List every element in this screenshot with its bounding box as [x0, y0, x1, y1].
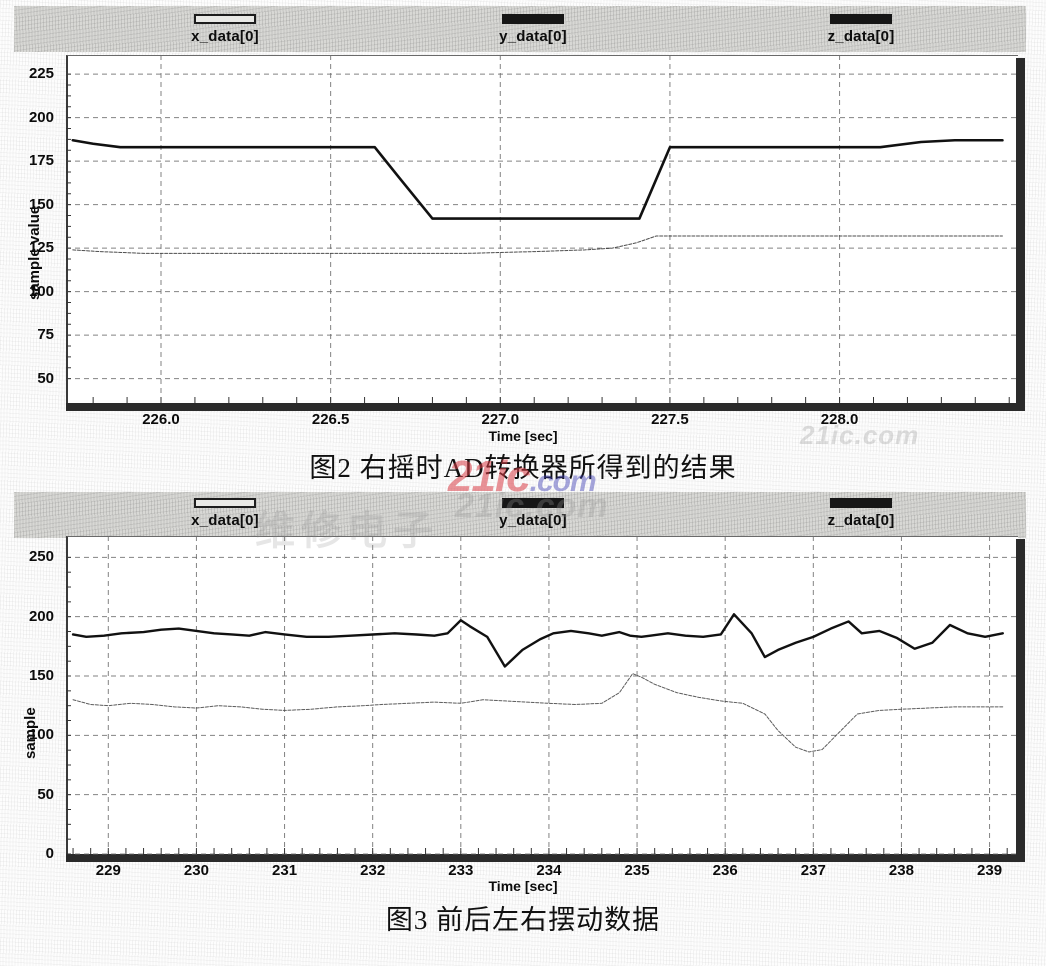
y-tick-label: 50 — [37, 369, 54, 387]
plot-2 — [0, 484, 1046, 884]
x-tick-label: 229 — [95, 862, 121, 879]
x-tick-label: 231 — [272, 862, 298, 879]
y-tick-label: 50 — [37, 785, 54, 803]
legend-label-z-data: z_data[0] — [827, 28, 895, 45]
legend-item-x-data-1[interactable]: x_data[0] — [155, 14, 295, 45]
legend-item-z-data-2[interactable]: z_data[0] — [791, 498, 931, 529]
legend-band-1 — [14, 6, 1026, 52]
x-tick-label: 230 — [183, 862, 209, 879]
plot-right-shadow-1 — [1016, 58, 1025, 407]
legend-label-x-data: x_data[0] — [191, 28, 259, 45]
legend-swatch-x-data-icon — [194, 498, 256, 508]
x-tick-label: 232 — [360, 862, 386, 879]
figure-2: x_data[0] y_data[0] z_data[0] 0 50 100 150 2… — [0, 484, 1046, 966]
plot-right-shadow-2 — [1016, 539, 1025, 859]
x-tick-label: 228.0 — [820, 411, 859, 428]
plot-canvas-2 — [66, 536, 1016, 855]
plot-canvas-1 — [66, 55, 1016, 403]
x-tick-label: 226.5 — [311, 411, 350, 428]
plot-bottom-shadow-2 — [66, 854, 1025, 862]
y-tick-label: 125 — [28, 239, 54, 257]
x-axis-title-1: Time [sec] — [488, 428, 558, 444]
legend-label-y-data: y_data[0] — [499, 28, 567, 45]
x-tick-label: 235 — [624, 862, 650, 879]
y-tick-label: 75 — [37, 326, 54, 344]
x-tick-label: 236 — [712, 862, 738, 879]
x-tick-label: 227.5 — [651, 411, 689, 428]
y-tick-label: 175 — [28, 152, 54, 170]
legend-item-y-data-2[interactable]: y_data[0] — [463, 498, 603, 529]
plot-area-1 — [66, 55, 1018, 404]
y-tick-label: 200 — [28, 108, 54, 126]
y-tick-label: 100 — [28, 726, 54, 744]
plot-1 — [0, 0, 1046, 420]
legend-swatch-x-data-icon — [194, 14, 256, 24]
legend-swatch-y-data-icon — [502, 14, 564, 24]
legend-item-z-data-1[interactable]: z_data[0] — [791, 14, 931, 45]
y-tick-label: 225 — [28, 65, 54, 83]
y-tick-label: 0 — [45, 845, 54, 862]
legend-item-x-data-2[interactable]: x_data[0] — [155, 498, 295, 529]
x-tick-label: 234 — [536, 862, 562, 879]
plot-area-2 — [66, 536, 1018, 855]
x-tick-label: 227.0 — [481, 411, 520, 428]
x-tick-label: 237 — [800, 862, 826, 879]
legend-item-y-data-1[interactable]: y_data[0] — [463, 14, 603, 45]
x-tick-label: 226.0 — [142, 411, 180, 428]
plot-bottom-shadow-1 — [66, 403, 1025, 411]
x-tick-label: 233 — [448, 862, 474, 879]
x-tick-label: 238 — [888, 862, 914, 879]
y-axis-title-2: sample — [22, 707, 39, 759]
figure-caption-2: 图3 前后左右摆动数据 — [385, 905, 661, 935]
y-tick-label: 100 — [28, 282, 54, 300]
x-axis-title-2: Time [sec] — [488, 878, 558, 894]
y-tick-label: 150 — [28, 195, 54, 213]
y-axis-title-1: sample value — [26, 205, 43, 300]
legend-swatch-z-data-icon — [830, 14, 892, 24]
y-tick-label: 150 — [28, 667, 54, 684]
y-tick-label: 200 — [28, 607, 54, 625]
legend-swatch-y-data-icon — [502, 498, 564, 508]
figure-1: x_data[0] y_data[0] z_data[0] 50 75 100 125… — [0, 0, 1046, 483]
x-tick-label: 239 — [977, 862, 1003, 879]
legend-label-y-data: y_data[0] — [499, 512, 567, 529]
legend-label-x-data: x_data[0] — [191, 512, 259, 529]
legend-swatch-z-data-icon — [830, 498, 892, 508]
legend-label-z-data: z_data[0] — [827, 512, 895, 529]
figure-caption-1: 图2 右摇时AD转换器所得到的结果 — [309, 453, 737, 483]
y-tick-label: 250 — [28, 548, 54, 566]
